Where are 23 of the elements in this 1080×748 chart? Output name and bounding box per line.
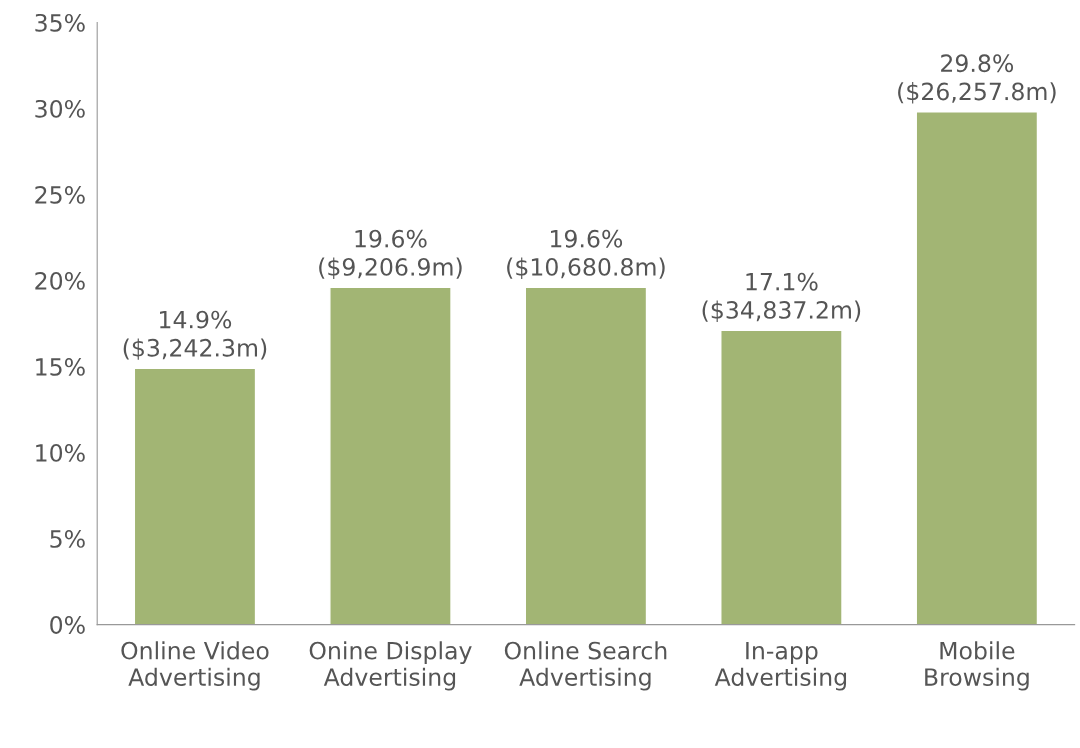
data-label: 29.8% ($26,257.8m) (898, 54, 1056, 104)
data-label: 14.9% ($3,242.3m) (123, 310, 267, 360)
data-label: 19.6% ($9,206.9m) (319, 229, 462, 279)
x-tick-label: Online Video Advertising (121, 641, 269, 691)
y-tick-label: 0% (50, 616, 85, 634)
y-tick-label: 5% (50, 530, 85, 548)
y-tick-label: 15% (36, 357, 85, 376)
x-tick-label: In-app Advertising (714, 641, 847, 691)
bar (524, 286, 648, 625)
bar (720, 329, 843, 625)
data-label: 19.6% ($10,680.8m) (507, 229, 665, 279)
x-tick-label: Onine Display Advertising (309, 641, 472, 691)
bar (915, 111, 1039, 625)
y-tick-label: 20% (35, 271, 85, 290)
bar (133, 367, 257, 625)
y-tick-label: 10% (36, 443, 85, 462)
y-tick-label: 30% (35, 99, 85, 118)
y-tick-label: 35% (35, 13, 85, 32)
y-tick-label: 25% (35, 185, 85, 204)
x-tick-label: Mobile Browsing (925, 641, 1029, 691)
data-label: 17.1% ($34,837.2m) (702, 272, 861, 323)
bar (329, 286, 452, 625)
x-tick-label: Online Search Advertising (504, 641, 667, 691)
